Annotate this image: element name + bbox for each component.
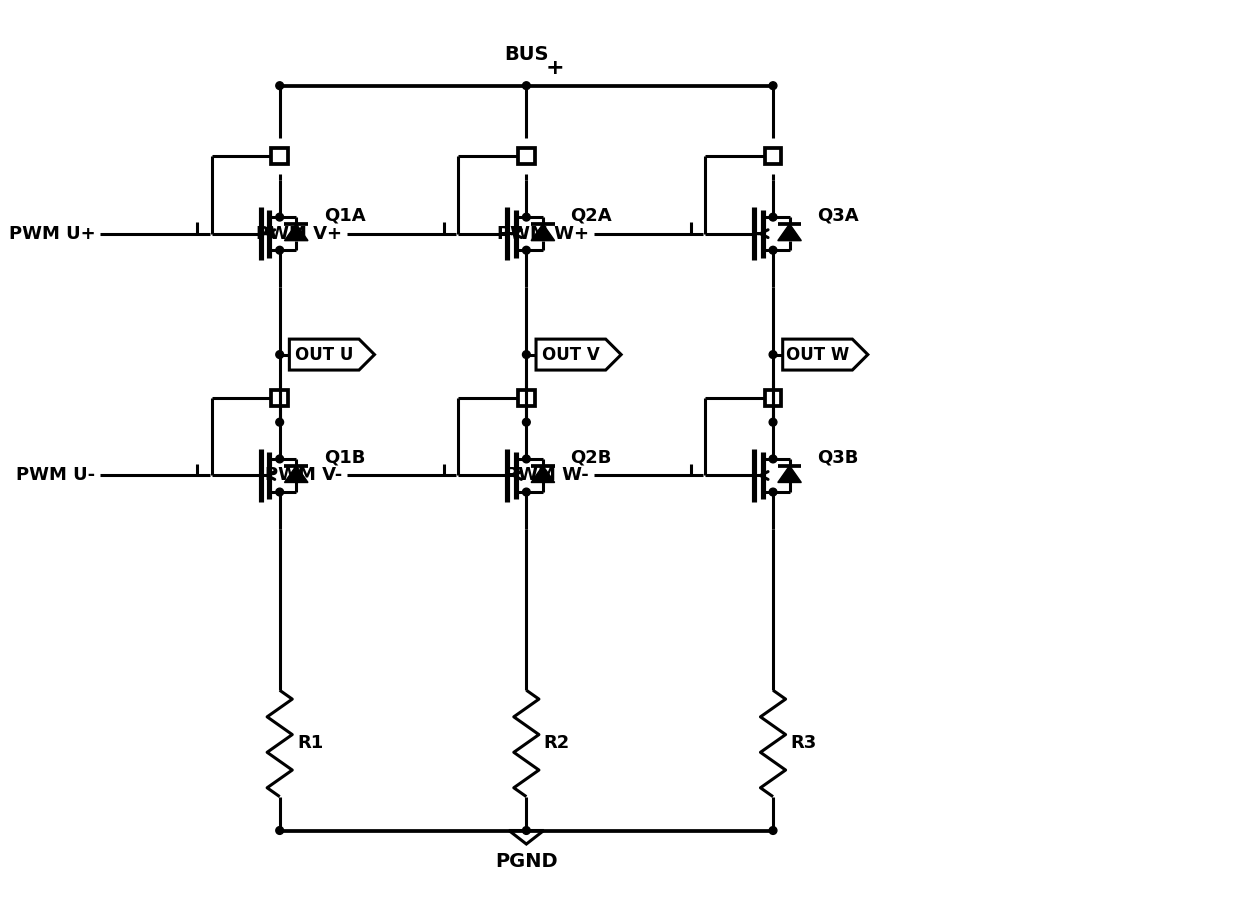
Text: OUT U: OUT U [295,345,353,364]
Text: R2: R2 [544,734,570,752]
Circle shape [523,82,530,89]
Circle shape [523,827,530,834]
Polygon shape [285,466,309,483]
Text: PGND: PGND [496,852,558,870]
Circle shape [276,827,284,834]
Text: Q3A: Q3A [818,206,859,225]
Text: R1: R1 [297,734,323,752]
Text: OUT V: OUT V [541,345,600,364]
Circle shape [523,455,530,463]
Text: PWM U+: PWM U+ [9,225,95,242]
Circle shape [769,351,777,358]
Circle shape [769,488,777,495]
Text: PWM U-: PWM U- [16,467,95,484]
Bar [518,390,534,406]
Circle shape [276,418,284,426]
Polygon shape [778,224,802,240]
Circle shape [276,214,284,221]
Polygon shape [532,466,555,483]
Text: +: + [546,58,565,78]
Circle shape [523,246,530,254]
Polygon shape [285,224,309,240]
Circle shape [523,214,530,221]
Circle shape [276,351,284,358]
Text: PWM V+: PWM V+ [256,225,342,242]
Circle shape [523,351,530,358]
Text: OUT W: OUT W [786,345,849,364]
Text: Q1A: Q1A [323,206,366,225]
Circle shape [276,82,284,89]
Bar [271,390,287,406]
Text: Q1B: Q1B [323,449,366,466]
Text: Q3B: Q3B [818,449,859,466]
Circle shape [276,488,284,495]
Polygon shape [532,224,555,240]
Circle shape [276,246,284,254]
Bar [518,147,534,164]
Bar [764,147,782,164]
Circle shape [523,418,530,426]
Text: R3: R3 [790,734,817,752]
Bar [271,147,287,164]
Text: PWM V-: PWM V- [265,467,342,484]
Circle shape [769,418,777,426]
Text: PWM W+: PWM W+ [497,225,589,242]
Circle shape [276,455,284,463]
Circle shape [769,455,777,463]
Text: PWM W-: PWM W- [506,467,589,484]
Circle shape [523,488,530,495]
Circle shape [769,82,777,89]
Text: Q2A: Q2A [570,206,612,225]
Circle shape [769,827,777,834]
Circle shape [769,214,777,221]
Text: BUS: BUS [504,45,549,64]
Bar [764,390,782,406]
Polygon shape [778,466,802,483]
Circle shape [769,246,777,254]
Text: Q2B: Q2B [570,449,612,466]
